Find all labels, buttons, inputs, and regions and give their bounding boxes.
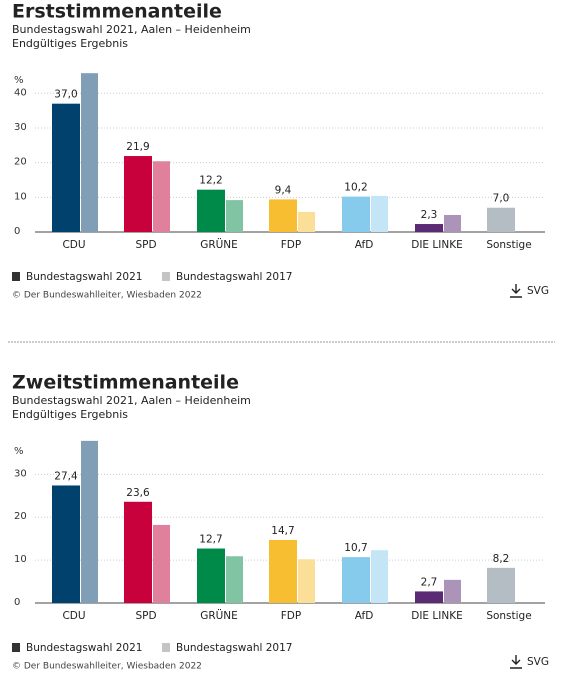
value-label: 10,7 bbox=[344, 542, 367, 554]
value-label: 2,7 bbox=[421, 576, 438, 588]
value-label: 12,2 bbox=[199, 175, 222, 187]
legend-swatch bbox=[162, 272, 170, 281]
value-label: 14,7 bbox=[271, 525, 294, 537]
bar bbox=[415, 591, 443, 603]
y-tick-label: 20 bbox=[14, 157, 27, 168]
y-tick-label: 30 bbox=[14, 122, 27, 133]
download-label[interactable]: SVG bbox=[527, 656, 549, 668]
legend-swatch bbox=[12, 643, 20, 652]
download-label[interactable]: SVG bbox=[527, 285, 549, 297]
x-tick-label: FDP bbox=[281, 239, 301, 251]
subtitle: Bundestagswahl 2021, Aalen – Heidenheim bbox=[12, 394, 251, 407]
x-tick-label: GRÜNE bbox=[200, 238, 238, 251]
bar bbox=[444, 215, 461, 232]
x-tick-label: AfD bbox=[355, 239, 374, 251]
bar bbox=[269, 199, 297, 232]
bar bbox=[269, 539, 297, 603]
value-label: 37,0 bbox=[54, 89, 77, 101]
bar bbox=[197, 189, 225, 232]
y-tick-label: 0 bbox=[14, 226, 20, 237]
value-label: 10,2 bbox=[344, 182, 367, 194]
bar bbox=[371, 195, 388, 232]
value-label: 27,4 bbox=[54, 470, 78, 482]
bar bbox=[487, 567, 515, 603]
bar bbox=[52, 485, 80, 603]
download-icon bbox=[510, 655, 522, 669]
subtitle: Endgültiges Ergebnis bbox=[12, 37, 128, 50]
bar bbox=[444, 579, 461, 603]
x-tick-label: GRÜNE bbox=[200, 609, 238, 622]
subtitle: Bundestagswahl 2021, Aalen – Heidenheim bbox=[12, 23, 251, 36]
y-tick-label: 0 bbox=[14, 597, 20, 608]
y-tick-label: 10 bbox=[14, 191, 27, 202]
x-tick-label: DIE LINKE bbox=[411, 610, 462, 622]
x-tick-label: DIE LINKE bbox=[411, 239, 462, 251]
x-tick-label: Sonstige bbox=[486, 610, 531, 622]
legend-label: Bundestagswahl 2017 bbox=[176, 642, 292, 654]
y-tick-label: 40 bbox=[14, 87, 27, 98]
bar bbox=[298, 211, 315, 232]
source: © Der Bundeswahlleiter, Wiesbaden 2022 bbox=[12, 291, 202, 301]
bar bbox=[124, 501, 152, 603]
bar bbox=[197, 548, 225, 603]
bar bbox=[342, 196, 370, 232]
bar bbox=[124, 156, 152, 232]
download-button[interactable]: SVG bbox=[510, 284, 549, 298]
y-axis-label: % bbox=[14, 446, 24, 457]
value-label: 23,6 bbox=[126, 487, 150, 499]
source: © Der Bundeswahlleiter, Wiesbaden 2022 bbox=[12, 662, 202, 672]
value-label: 21,9 bbox=[126, 141, 149, 153]
bar bbox=[415, 224, 443, 232]
bar bbox=[487, 207, 515, 232]
legend-swatch bbox=[162, 643, 170, 652]
x-tick-label: Sonstige bbox=[486, 239, 531, 251]
download-button[interactable]: SVG bbox=[510, 655, 549, 669]
x-tick-label: AfD bbox=[355, 610, 374, 622]
download-icon bbox=[510, 284, 522, 298]
bar bbox=[371, 550, 388, 603]
chart-title: Erststimmenanteile bbox=[12, 1, 222, 23]
bar bbox=[226, 200, 243, 232]
y-tick-label: 30 bbox=[14, 468, 27, 479]
bar bbox=[226, 556, 243, 603]
y-tick-label: 20 bbox=[14, 511, 27, 522]
x-tick-label: SPD bbox=[135, 610, 156, 622]
x-tick-label: CDU bbox=[62, 610, 85, 622]
bar bbox=[153, 524, 170, 603]
y-axis-label: % bbox=[14, 75, 24, 86]
legend-label: Bundestagswahl 2017 bbox=[176, 271, 292, 283]
y-tick-label: 10 bbox=[14, 554, 27, 565]
subtitle: Endgültiges Ergebnis bbox=[12, 408, 128, 421]
bar bbox=[81, 440, 98, 603]
value-label: 7,0 bbox=[493, 193, 510, 205]
bar bbox=[298, 559, 315, 603]
x-tick-label: FDP bbox=[281, 610, 301, 622]
bar bbox=[81, 73, 98, 232]
legend-swatch bbox=[12, 272, 20, 281]
legend-label: Bundestagswahl 2021 bbox=[26, 271, 142, 283]
bar bbox=[52, 103, 80, 233]
bar bbox=[342, 557, 370, 603]
legend-label: Bundestagswahl 2021 bbox=[26, 642, 142, 654]
value-label: 2,3 bbox=[421, 209, 438, 221]
chart-title: Zweitstimmenanteile bbox=[12, 372, 239, 394]
value-label: 8,2 bbox=[493, 553, 510, 565]
value-label: 12,7 bbox=[199, 534, 222, 546]
x-tick-label: SPD bbox=[135, 239, 156, 251]
x-tick-label: CDU bbox=[62, 239, 85, 251]
value-label: 9,4 bbox=[275, 184, 292, 196]
bar bbox=[153, 161, 170, 232]
